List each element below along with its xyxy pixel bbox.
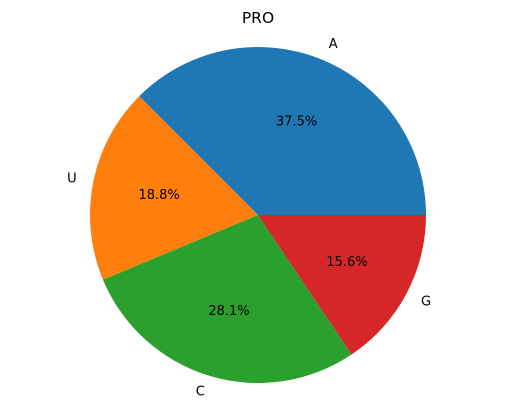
pie-labels: 37.5% A 18.8% U 28.1% C 15.6% G	[67, 37, 431, 400]
pie-slice-g	[258, 215, 427, 355]
chart-title: PRO	[242, 9, 274, 27]
pie-slice-c	[102, 215, 352, 384]
pie-category-label-u: U	[67, 172, 77, 187]
pie-slice-a	[139, 47, 426, 215]
pie-slice-u	[90, 96, 258, 280]
pie-percent-label-g: 15.6%	[326, 255, 367, 270]
pie-slices	[90, 47, 427, 384]
pie-category-label-a: A	[329, 37, 338, 52]
pie-percent-label-u: 18.8%	[138, 188, 179, 203]
pie-category-label-c: C	[196, 384, 205, 399]
pie-category-label-g: G	[421, 294, 431, 309]
pie-percent-label-c: 28.1%	[208, 304, 249, 319]
pie-percent-label-a: 37.5%	[276, 114, 317, 129]
